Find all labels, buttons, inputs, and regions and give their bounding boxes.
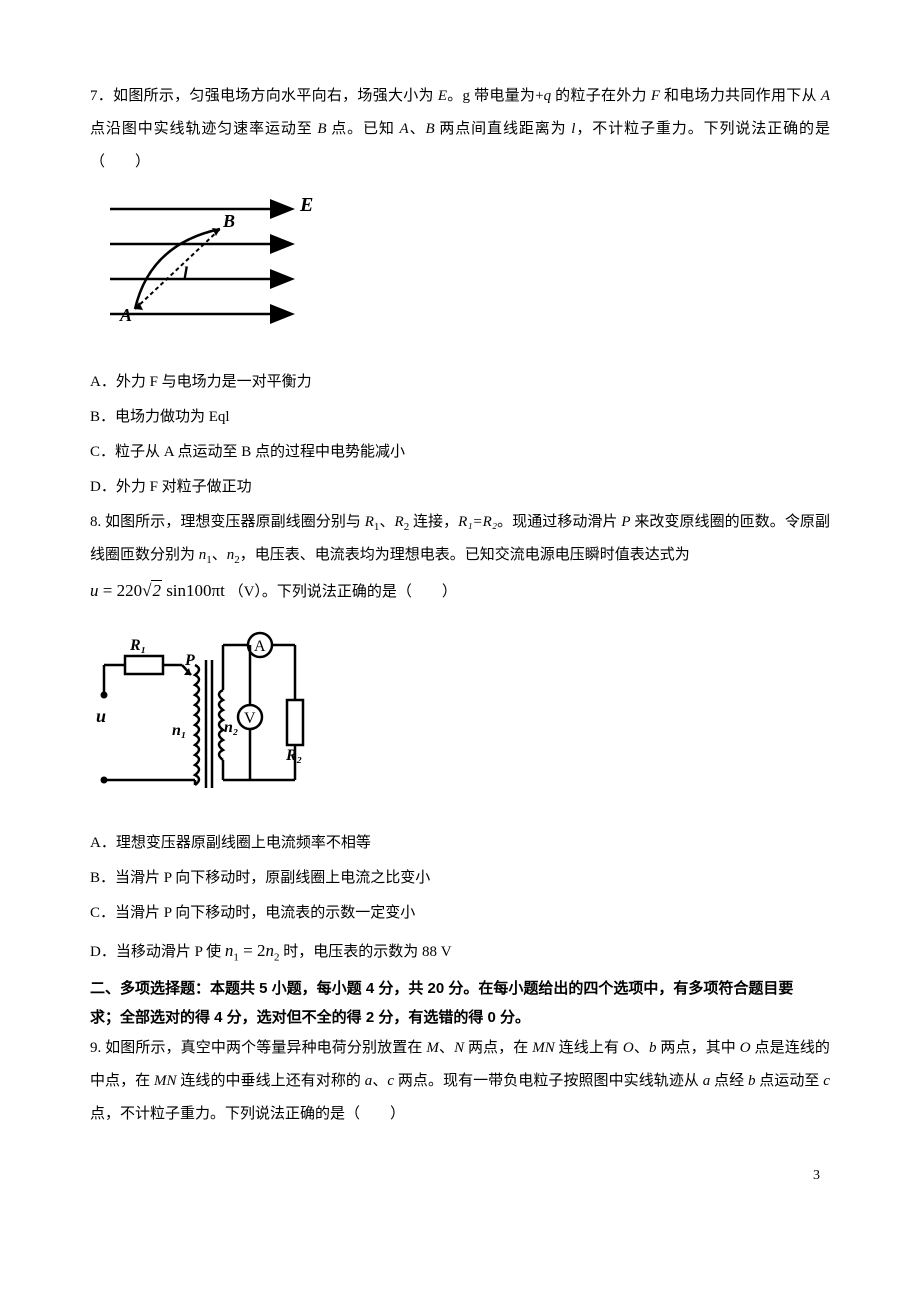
var-MN: MN: [532, 1040, 555, 1056]
section2-line1: 二、多项选择题：本题共 5 小题，每小题 4 分，共 20 分。在每小题给出的四…: [90, 975, 830, 1004]
text: 两点，在: [464, 1040, 532, 1056]
formula-eq: = 220: [99, 581, 143, 600]
var-n2: n2: [227, 547, 240, 563]
text: 7．如图所示，匀强电场方向水平向右，场强大小为: [90, 88, 438, 104]
q8-optC: C．当滑片 P 向下移动时，电流表的示数一定变小: [90, 897, 830, 930]
text: 、: [409, 121, 426, 137]
var-A2: A: [400, 121, 409, 137]
var-b: b: [649, 1040, 657, 1056]
text: 点运动至: [755, 1073, 823, 1089]
var-n1: n1: [199, 547, 212, 563]
page-number: 3: [90, 1161, 830, 1192]
text: D．当移动滑片 P 使: [90, 944, 225, 960]
fig-n1: n₁: [172, 722, 186, 739]
eq-R1R2: R₁=R₂: [458, 514, 497, 530]
text: 连接，: [409, 514, 458, 530]
text: 、: [439, 1040, 454, 1056]
text: 。现通过移动滑片: [497, 514, 621, 530]
var-R2: R2: [395, 514, 410, 530]
formula-unit: （V）。下列说法正确的是（ ）: [229, 584, 457, 600]
text: 两点间直线距离为: [435, 121, 572, 137]
text: 。g 带电量为+: [447, 88, 544, 104]
fig-E-label: E: [299, 194, 313, 216]
q8-svg: u R₁ P n₁ n₂ A: [90, 620, 320, 800]
formula-u: u: [90, 581, 99, 600]
text: 9. 如图所示，真空中两个等量异种电荷分别放置在: [90, 1040, 426, 1056]
var-N: N: [454, 1040, 464, 1056]
var-O2: O: [740, 1040, 751, 1056]
q7-optA: A．外力 F 与电场力是一对平衡力: [90, 366, 830, 399]
text: 两点，其中: [657, 1040, 740, 1056]
q8-stem: 8. 如图所示，理想变压器原副线圈分别与 R1、R2 连接，R₁=R₂。现通过移…: [90, 506, 830, 572]
var-F: F: [651, 88, 660, 104]
fig-u: u: [96, 706, 106, 726]
var-B2: B: [426, 121, 435, 137]
var-E: E: [438, 88, 447, 104]
q7-optB: B．电场力做功为 Eql: [90, 401, 830, 434]
page-root: 7．如图所示，匀强电场方向水平向右，场强大小为 E。g 带电量为+q 的粒子在外…: [0, 0, 920, 1232]
text: 、: [634, 1040, 649, 1056]
section2-line2: 求；全部选对的得 4 分，选对但不全的得 2 分，有选错的得 0 分。: [90, 1004, 830, 1033]
q7-figure: E A B l: [90, 189, 830, 352]
text: 连线上有: [555, 1040, 623, 1056]
q8-optD: D．当移动滑片 P 使 n1 = 2n2 时，电压表的示数为 88 V: [90, 932, 830, 970]
var-P: P: [621, 514, 630, 530]
var-A: A: [821, 88, 830, 104]
text: 的粒子在外力: [551, 88, 651, 104]
formula-sin: sin100πt: [162, 581, 225, 600]
var-O: O: [623, 1040, 634, 1056]
q7-stem: 7．如图所示，匀强电场方向水平向右，场强大小为 E。g 带电量为+q 的粒子在外…: [90, 80, 830, 179]
text: 、: [379, 514, 394, 530]
eq-n1-2n2: n1 = 2n2: [225, 941, 280, 960]
var-B: B: [317, 121, 326, 137]
text: 点经: [710, 1073, 748, 1089]
q7-optD: D．外力 F 对粒子做正功: [90, 471, 830, 504]
text: 点沿图中实线轨迹匀速率运动至: [90, 121, 317, 137]
text: 和电场力共同作用下从: [660, 88, 821, 104]
q8-figure: u R₁ P n₁ n₂ A: [90, 620, 830, 813]
fig-V: V: [244, 710, 256, 727]
formula-sqrt: 2: [142, 572, 162, 609]
text: ，电压表、电流表均为理想电表。已知交流电源电压瞬时值表达式为: [240, 547, 690, 563]
text: 、: [212, 547, 227, 563]
q8-formula-line: u = 2202 sin100πt （V）。下列说法正确的是（ ）: [90, 572, 830, 609]
fig-R1: R₁: [129, 637, 146, 654]
text: 、: [372, 1073, 387, 1089]
text: 两点。现有一带负电粒子按照图中实线轨迹从: [394, 1073, 703, 1089]
var-c2: c: [823, 1073, 830, 1089]
q7-svg: E A B l: [90, 189, 320, 339]
q7-optC: C．粒子从 A 点运动至 B 点的过程中电势能减小: [90, 436, 830, 469]
fig-A: A: [254, 638, 266, 655]
var-R1: R1: [365, 514, 380, 530]
text: 时，电压表的示数为 88 V: [279, 944, 451, 960]
text: 点，不计粒子重力。下列说法正确的是（ ）: [90, 1106, 405, 1122]
fig-B-label: B: [222, 211, 235, 231]
var-MN2: MN: [154, 1073, 177, 1089]
q8-optB: B．当滑片 P 向下移动时，原副线圈上电流之比变小: [90, 862, 830, 895]
text: 点。已知: [327, 121, 400, 137]
q8-optA: A．理想变压器原副线圈上电流频率不相等: [90, 827, 830, 860]
var-M: M: [426, 1040, 439, 1056]
section2-heading: 二、多项选择题：本题共 5 小题，每小题 4 分，共 20 分。在每小题给出的四…: [90, 975, 830, 1032]
q9-stem: 9. 如图所示，真空中两个等量异种电荷分别放置在 M、N 两点，在 MN 连线上…: [90, 1032, 830, 1131]
fig-P: P: [184, 652, 195, 669]
fig-l-label: l: [183, 263, 188, 283]
fig-A-label: A: [119, 305, 132, 325]
text: 8. 如图所示，理想变压器原副线圈分别与: [90, 514, 365, 530]
fig-n2: n₂: [224, 719, 238, 736]
fig-R2: R₂: [285, 747, 302, 764]
text: 连线的中垂线上还有对称的: [177, 1073, 365, 1089]
